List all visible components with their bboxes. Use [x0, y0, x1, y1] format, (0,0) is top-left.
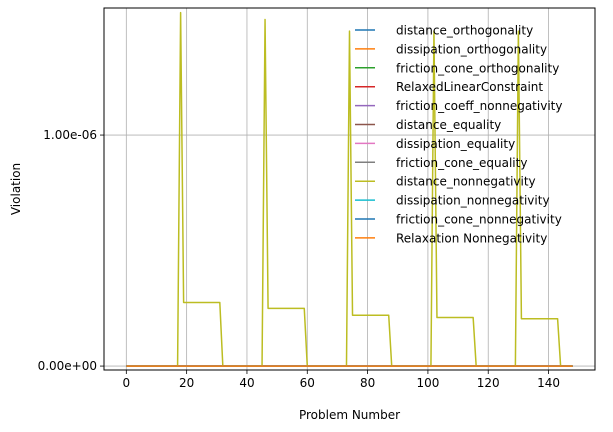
legend-label: friction_coeff_nonnegativity: [396, 99, 562, 113]
x-tick-label: 20: [179, 376, 194, 390]
y-axis: 0.00e+00 1.00e-06: [38, 128, 104, 373]
legend-label: distance_equality: [396, 118, 501, 132]
x-tick-label: 40: [239, 376, 254, 390]
x-tick-label: 60: [300, 376, 315, 390]
legend: distance_orthogonality dissipation_orthog…: [355, 24, 562, 245]
y-tick-label: 1.00e-06: [43, 128, 97, 142]
legend-label: friction_cone_orthogonality: [396, 61, 559, 75]
legend-label: RelaxedLinearConstraint: [396, 80, 543, 94]
legend-label: friction_cone_equality: [396, 156, 527, 170]
x-axis-label: Problem Number: [299, 408, 400, 422]
y-axis-label: Violation: [9, 163, 23, 215]
series-line-distance_nonnegativity: [126, 11, 573, 367]
legend-label: dissipation_nonnegativity: [396, 194, 550, 208]
x-tick-label: 140: [537, 376, 560, 390]
plot-frame: [103, 7, 596, 371]
legend-label: dissipation_equality: [396, 137, 515, 151]
legend-label: friction_cone_nonnegativity: [396, 213, 562, 227]
x-tick-label: 80: [360, 376, 375, 390]
x-axis: 0 20 40 60 80 100 120 140: [122, 370, 560, 390]
x-tick-label: 120: [477, 376, 500, 390]
x-tick-label: 0: [122, 376, 130, 390]
legend-label: Relaxation Nonnegativity: [396, 231, 547, 245]
legend-label: dissipation_orthogonality: [396, 42, 547, 56]
legend-label: distance_nonnegativity: [396, 175, 536, 189]
x-tick-label: 100: [416, 376, 439, 390]
series-lines: [126, 11, 573, 367]
y-tick-label: 0.00e+00: [38, 359, 97, 373]
legend-label: distance_orthogonality: [396, 24, 533, 38]
